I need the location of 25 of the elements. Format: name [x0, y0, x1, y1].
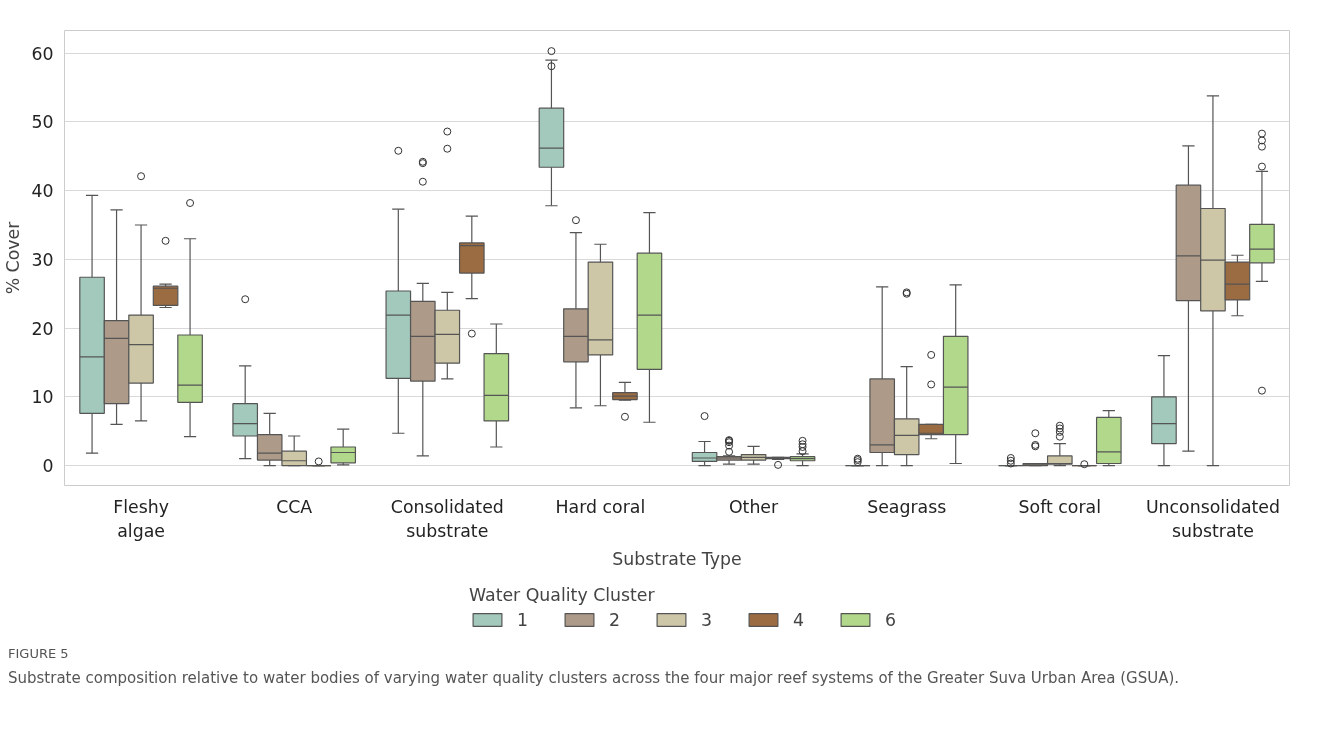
x-tick-label: Hard coral — [555, 496, 646, 517]
legend-title: Water Quality Cluster — [469, 584, 656, 605]
y-tick-label: 40 — [31, 181, 54, 202]
x-tick-label: Fleshy algae — [113, 496, 169, 541]
x-tick-label: Unconsolidated substrate — [1145, 496, 1280, 541]
y-axis-title: % Cover — [3, 220, 24, 295]
y-tick-label: 0 — [42, 456, 54, 477]
y-tick-label: 60 — [31, 43, 54, 64]
x-tick-label: Soft coral — [1018, 496, 1102, 517]
x-tick-label: CCA — [276, 496, 313, 517]
legend-label: 6 — [885, 609, 898, 630]
y-tick-label: 30 — [31, 249, 54, 270]
y-tick-label: 10 — [31, 387, 54, 408]
legend-label: 3 — [701, 609, 714, 630]
legend-label: 4 — [793, 609, 806, 630]
x-tick-label: Other — [728, 496, 780, 517]
legend-label: 2 — [609, 609, 622, 630]
x-tick-label: Seagrass — [867, 496, 947, 517]
caption: FIGURE 5 — [8, 645, 69, 663]
x-axis-title: Substrate Type — [612, 548, 742, 569]
text: Substrate composition relative to water bodies of varying water quality clusters across the four major reef systems of the Greater Suva Urban Area (GSUA). — [8, 667, 1180, 689]
x-tick-label: Consolidated substrate — [390, 496, 504, 541]
legend-label: 1 — [517, 609, 530, 630]
y-tick-label: 50 — [31, 112, 54, 133]
y-tick-label: 20 — [31, 318, 54, 339]
